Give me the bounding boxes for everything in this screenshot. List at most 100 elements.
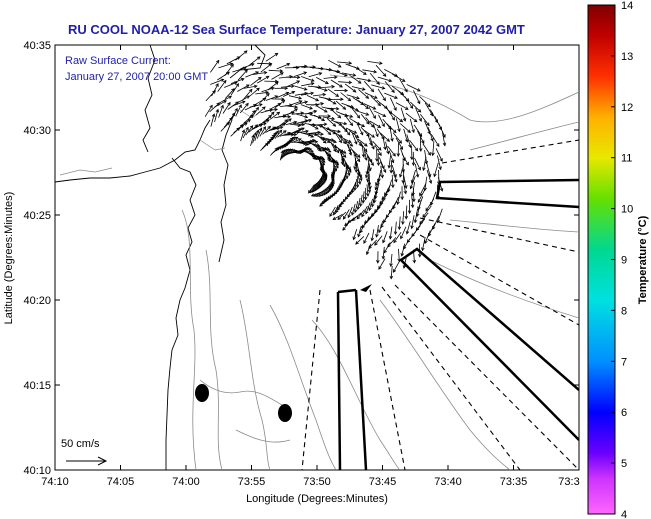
current-vector-head [286, 62, 291, 67]
current-vector-head [234, 107, 238, 112]
current-vector-head [417, 254, 422, 258]
current-vector-head [325, 80, 329, 85]
current-vector-head [310, 78, 315, 82]
current-vector [258, 119, 270, 126]
current-vector-head [342, 140, 347, 145]
x-tick-label: 74:10 [41, 476, 69, 488]
current-vector-head [402, 117, 407, 122]
colorbar-label: Temperature (°C) [637, 215, 649, 304]
current-vector-head [438, 166, 442, 171]
current-vector [279, 143, 289, 148]
current-vector-head [235, 83, 239, 87]
current-vector-head [335, 149, 340, 154]
current-vector-head [323, 122, 328, 127]
current-vector-head [355, 107, 359, 112]
current-vector [417, 189, 425, 203]
current-vector-head [418, 148, 423, 152]
current-vector [379, 132, 390, 142]
current-vector-head [370, 162, 374, 167]
current-vector-head [382, 113, 387, 117]
current-vector-head [343, 73, 348, 77]
current-vector [218, 105, 224, 118]
current-vector [324, 97, 336, 105]
current-vector-head [410, 156, 414, 161]
current-vector-head [421, 140, 425, 144]
current-vector-head [303, 87, 308, 91]
current-vector [282, 91, 295, 97]
current-vector [328, 182, 332, 193]
current-vector-head [365, 174, 369, 179]
current-vector-head [279, 69, 284, 73]
current-vector-head [409, 105, 414, 109]
current-vector [369, 137, 375, 150]
current-vector-head [357, 80, 362, 84]
current-vector-head [268, 61, 273, 66]
current-vector-head [375, 133, 379, 138]
current-vector [406, 84, 421, 92]
current-vector [317, 135, 327, 144]
current-vector-head [356, 96, 360, 100]
current-vector [346, 94, 360, 99]
current-vector-head [375, 158, 379, 163]
current-vector-head [290, 137, 294, 142]
current-vector-head [329, 159, 333, 164]
current-vector [384, 184, 391, 196]
current-vector [293, 72, 307, 77]
current-vector [424, 230, 431, 244]
current-vector [361, 218, 371, 228]
current-vector-head [345, 175, 349, 180]
current-vector [335, 132, 342, 143]
current-vector-head [270, 111, 275, 116]
current-vector-head [263, 71, 268, 75]
current-vector [365, 202, 371, 214]
current-vector-head [342, 163, 346, 168]
current-vector-head [379, 61, 383, 65]
current-vector-head [315, 103, 320, 107]
current-vector-head [356, 154, 361, 158]
current-vector [284, 137, 294, 146]
current-vector-head [311, 138, 316, 143]
current-vector-head [390, 159, 395, 164]
current-vector [364, 92, 378, 99]
current-vector-head [401, 180, 406, 184]
current-vector [411, 193, 414, 208]
current-vector [391, 113, 403, 123]
current-vector-head [392, 269, 397, 273]
current-vector [240, 63, 255, 70]
current-vector [279, 132, 291, 137]
current-vector-head [323, 109, 328, 113]
current-vector [276, 63, 290, 70]
current-vector [301, 148, 312, 152]
current-vector-head [348, 139, 352, 143]
current-vector [300, 141, 311, 144]
current-vector [377, 88, 386, 101]
current-vector-head [369, 158, 373, 163]
current-vector [386, 123, 397, 133]
current-vector-head [256, 56, 261, 60]
current-vector [373, 190, 377, 203]
current-vector-head [348, 168, 352, 173]
current-vector [285, 105, 298, 108]
current-vector [204, 105, 213, 117]
current-vector [362, 69, 377, 73]
current-vector-head [310, 91, 315, 96]
current-vector [356, 110, 369, 116]
current-vector-head [282, 130, 287, 134]
current-vector-head [314, 132, 318, 137]
current-vector [387, 237, 397, 248]
current-vector [432, 141, 435, 156]
current-vector [369, 120, 381, 128]
current-vector-head [393, 107, 397, 111]
current-vector [371, 206, 381, 217]
current-vector [351, 107, 360, 119]
current-vector [361, 145, 365, 157]
current-vector-head [378, 152, 382, 157]
current-vector-head [215, 83, 219, 87]
current-vector [316, 180, 320, 190]
current-vector-head [397, 226, 402, 231]
current-vector [406, 220, 411, 234]
current-vector-head [422, 167, 426, 172]
current-vector [271, 72, 284, 80]
current-vector-head [351, 212, 355, 216]
current-vector [406, 134, 411, 148]
